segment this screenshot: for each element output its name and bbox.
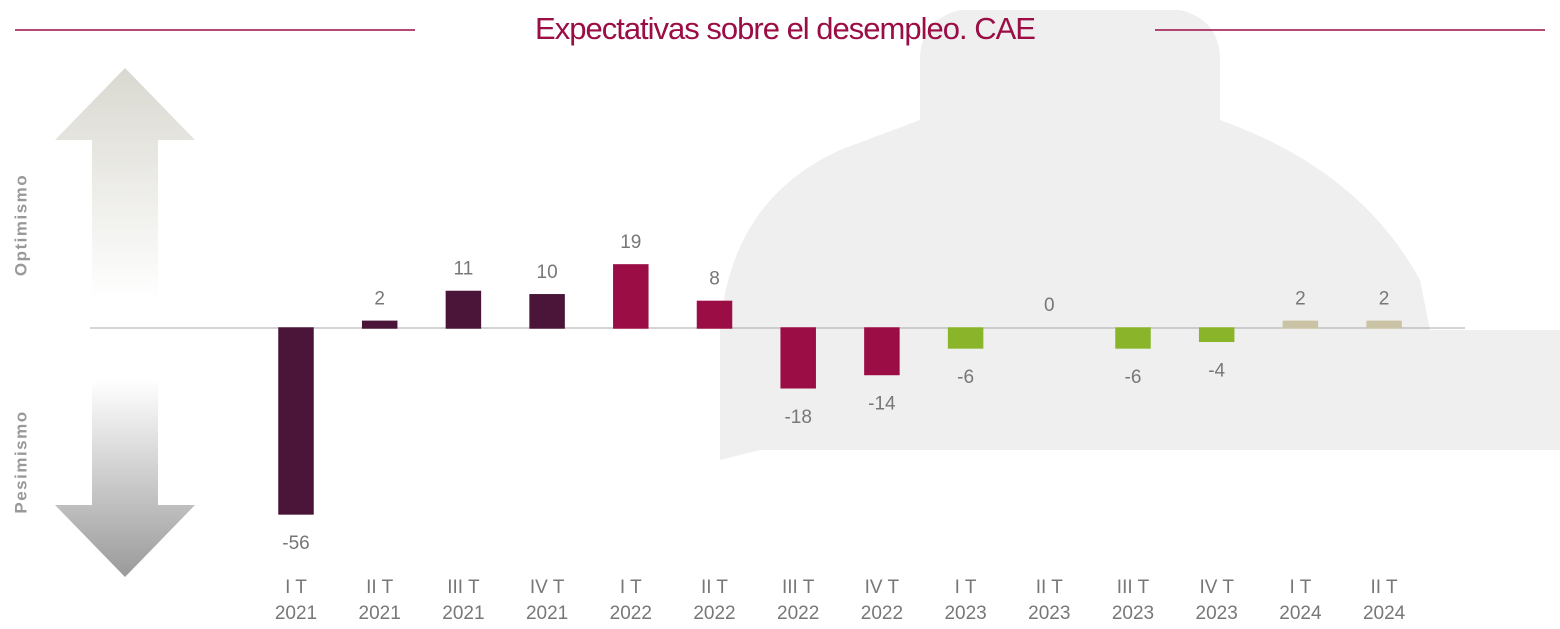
x-tick-label: IV T xyxy=(530,577,565,598)
value-label: -56 xyxy=(282,533,309,554)
x-tick-label: I T xyxy=(620,577,642,598)
x-tick-label: I T xyxy=(285,577,307,598)
x-tick-label: 2021 xyxy=(526,603,568,624)
bar xyxy=(1367,321,1401,328)
x-tick-label: 2023 xyxy=(1112,603,1154,624)
x-tick-label: II T xyxy=(1371,577,1398,598)
x-tick-label: I T xyxy=(955,577,977,598)
value-label: 10 xyxy=(537,262,558,283)
x-tick-label: II T xyxy=(1036,577,1063,598)
bar xyxy=(1116,328,1150,348)
bar xyxy=(865,328,899,374)
bar xyxy=(1200,328,1234,341)
bar xyxy=(363,321,397,328)
x-tick-label: II T xyxy=(701,577,728,598)
x-tick-label: III T xyxy=(782,577,815,598)
bar xyxy=(1283,321,1317,328)
x-tick-label: 2021 xyxy=(442,603,484,624)
x-tick-label: 2022 xyxy=(861,603,903,624)
value-label: 2 xyxy=(1379,288,1390,309)
bar xyxy=(949,328,983,348)
x-tick-label: 2022 xyxy=(693,603,735,624)
side-label: Optimismo xyxy=(11,174,30,276)
bar xyxy=(781,328,815,388)
arrow-up xyxy=(55,68,195,300)
value-label: 0 xyxy=(1044,295,1055,316)
bar xyxy=(698,301,732,328)
bar xyxy=(614,265,648,328)
value-label: 19 xyxy=(620,232,641,253)
x-tick-label: 2024 xyxy=(1279,603,1322,624)
x-tick-label: 2023 xyxy=(1028,603,1070,624)
value-label: 8 xyxy=(709,268,720,289)
x-tick-label: 2021 xyxy=(359,603,401,624)
side-label: Pesimismo xyxy=(11,410,30,513)
bar xyxy=(530,295,564,328)
value-label: -4 xyxy=(1208,360,1225,381)
x-tick-label: III T xyxy=(447,577,480,598)
x-tick-label: 2024 xyxy=(1363,603,1406,624)
x-tick-label: IV T xyxy=(1199,577,1234,598)
arrow-down xyxy=(55,380,195,577)
x-tick-label: 2023 xyxy=(1196,603,1238,624)
x-tick-label: 2022 xyxy=(777,603,819,624)
x-tick-label: I T xyxy=(1289,577,1311,598)
value-label: 2 xyxy=(1295,288,1306,309)
bar xyxy=(446,291,480,328)
bar xyxy=(279,328,313,514)
chart-title: Expectativas sobre el desempleo. CAE xyxy=(535,11,1035,46)
x-tick-label: III T xyxy=(1117,577,1150,598)
value-label: 11 xyxy=(454,258,474,279)
value-label: -6 xyxy=(1125,367,1142,388)
value-label: -14 xyxy=(868,393,896,414)
x-tick-label: 2022 xyxy=(610,603,652,624)
value-label: -6 xyxy=(957,367,974,388)
value-label: 2 xyxy=(374,288,385,309)
x-tick-label: 2021 xyxy=(275,603,317,624)
x-tick-label: II T xyxy=(366,577,393,598)
helmet-watermark xyxy=(720,10,1560,460)
x-tick-label: 2023 xyxy=(944,603,986,624)
value-label: -18 xyxy=(784,407,811,428)
x-tick-label: IV T xyxy=(865,577,900,598)
chart: Optimismo Pesimismo Expectativas sobre e… xyxy=(0,0,1560,629)
